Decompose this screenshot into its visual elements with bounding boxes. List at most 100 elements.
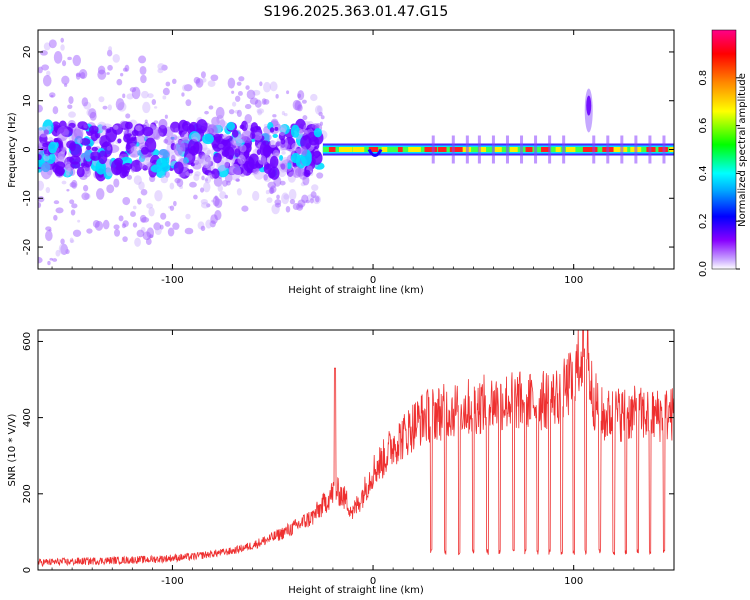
spectrogram-noise-blob — [241, 205, 249, 212]
spectrogram-noise-blob — [196, 119, 208, 134]
spectrogram-noise-blob — [140, 146, 149, 155]
spectrogram-noise-blob — [38, 256, 43, 264]
spectrogram-noise-blob — [201, 152, 207, 160]
spectrogram-noise-blob — [234, 158, 241, 168]
snr-y-tick-label: 200 — [22, 484, 33, 503]
spectrogram-noise-blob — [113, 224, 120, 230]
spectrogram-noise-blob — [89, 111, 97, 121]
spectrogram-noise-blob — [135, 125, 143, 131]
spectrogram-noise-blob — [212, 196, 220, 207]
spectrogram-noise-blob — [274, 126, 279, 131]
spectrogram-noise-blob — [126, 174, 133, 180]
spectrogram-noise-blob — [142, 231, 152, 241]
spectrogram-noise-blob — [231, 137, 243, 147]
spectrogram-noise-blob — [78, 69, 88, 80]
spectrogram-noise-blob — [269, 139, 275, 145]
spectrogram-noise-blob — [80, 138, 91, 146]
spectrogram-noise-blob — [239, 144, 247, 153]
carrier-peak — [424, 147, 438, 152]
spectrogram-noise-blob — [291, 165, 302, 178]
spectrogram-noise-blob — [128, 142, 138, 151]
spectrogram-noise-blob — [165, 81, 171, 87]
carrier-spike — [648, 135, 652, 164]
snr-panel: -100 0 100 0 200 400 600 Height of straight li… — [7, 329, 675, 596]
spectrogram-noise-blob — [73, 126, 84, 140]
spectrogram-noise-blob — [213, 152, 222, 164]
spectrogram-noise-blob — [269, 140, 277, 148]
carrier-spike — [606, 135, 610, 164]
spectrogram-noise-blob — [256, 149, 262, 155]
spectrogram-noise-blob — [144, 119, 148, 124]
spectrogram-noise-blob — [80, 162, 86, 167]
spectrogram-noise-blob — [221, 134, 230, 140]
spectrogram-noise-blob — [288, 172, 293, 177]
spectrogram-noise-blob — [199, 187, 205, 193]
spectrogram-noise-blob — [313, 127, 322, 138]
carrier-spike — [477, 135, 481, 164]
spectrogram-noise-blob — [55, 207, 64, 214]
spectrogram-noise-blob — [65, 249, 70, 255]
spectrogram-noise-blob — [237, 154, 246, 165]
colorbar-label: Normalized spectral amplitude — [737, 73, 748, 227]
carrier-peak — [582, 147, 593, 152]
snr-plot-area — [38, 330, 674, 570]
spectrogram-noise-blob — [290, 124, 300, 138]
spectrogram-noise-blob — [132, 205, 137, 210]
spectrogram-noise-blob — [107, 64, 113, 71]
carrier-spike — [548, 135, 552, 164]
spectrogram-noise-blob — [72, 229, 82, 237]
spectrogram-noise-blob — [169, 182, 175, 190]
spectrogram-noise-blob — [269, 187, 274, 194]
spectrogram-noise-blob — [77, 137, 83, 144]
spectrogram-noise-blob — [146, 203, 154, 209]
spectrogram-noise-blob — [204, 110, 209, 115]
spectrogram-noise-blob — [157, 63, 165, 71]
spectrogram-noise-blob — [81, 192, 90, 201]
spectrogram-noise-blob — [52, 258, 58, 262]
carrier-spike — [662, 135, 666, 164]
carrier-peak — [509, 147, 518, 152]
spectrogram-noise-blob — [129, 87, 137, 93]
spectrogram-noise-blob — [88, 125, 99, 134]
spectrogram-noise-blob — [275, 141, 281, 147]
spectrogram-noise-blob — [154, 190, 163, 202]
spectrogram-noise-blob — [117, 138, 122, 144]
carrier-spike — [451, 135, 455, 164]
spectrogram-noise-blob — [69, 182, 77, 188]
carrier-peak — [381, 147, 388, 152]
spectrogram-noise-blob — [193, 173, 200, 182]
spectrogram-noise-blob — [210, 173, 215, 180]
spectrogram-noise-blob — [262, 159, 268, 165]
spectrogram-noise-blob — [207, 80, 216, 87]
spectrogram-noise-blob — [127, 133, 132, 137]
spectrogram-noise-blob — [185, 99, 192, 107]
spectrogram-noise-blob — [304, 169, 311, 178]
spectrogram-noise-blob — [67, 56, 72, 61]
spectrogram-noise-blob — [48, 229, 52, 232]
spectrogram-noise-blob — [236, 81, 242, 86]
spectrogram-noise-blob — [48, 39, 57, 49]
spectrogram-noise-blob — [66, 189, 70, 192]
spectrogram-noise-blob — [172, 222, 180, 230]
spectrogram-noise-blob — [96, 188, 105, 200]
spectrogram-noise-blob — [38, 180, 45, 191]
spectrogram-noise-blob — [258, 135, 265, 141]
spectrogram-noise-blob — [246, 89, 256, 100]
spectrogram-noise-blob — [43, 129, 50, 135]
spectrogram-noise-blob — [106, 146, 112, 151]
spectrogram-noise-blob — [206, 124, 218, 136]
spectrogram-noise-blob — [202, 133, 214, 145]
spectrogram-noise-blob — [145, 161, 152, 166]
spectrogram-y-tick-label: 0 — [22, 146, 33, 152]
spectrogram-noise-blob — [317, 105, 322, 113]
spectrogram-noise-blob — [131, 129, 139, 137]
spectrogram-noise-blob — [102, 219, 110, 230]
spectrogram-noise-blob — [288, 188, 297, 201]
snr-y-axis-label: SNR (10 * V/V) — [7, 413, 18, 486]
spectrogram-noise-blob — [67, 104, 73, 109]
spectrogram-noise-blob — [147, 93, 154, 99]
snr-y-tick-label: 400 — [22, 408, 33, 427]
spectrogram-noise-blob — [236, 188, 242, 196]
spectrogram-noise-blob — [208, 105, 214, 110]
